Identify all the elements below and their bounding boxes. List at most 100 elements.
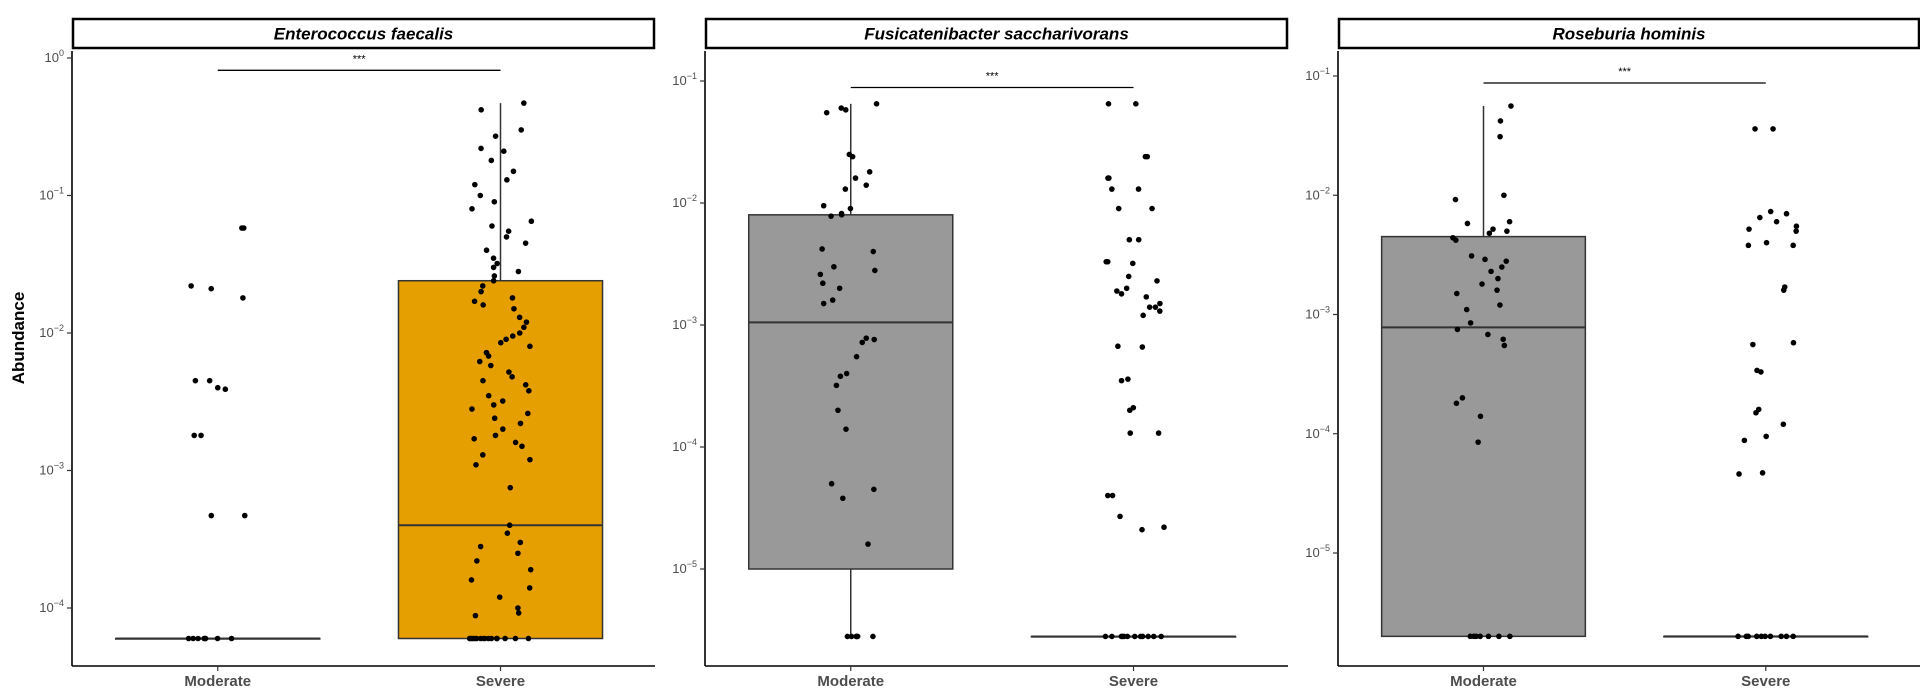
data-point [1104,492,1111,499]
data-point [1152,304,1159,310]
data-point [873,101,880,107]
data-point [500,148,507,154]
data-point [1758,633,1765,640]
data-point [1486,230,1493,237]
data-point [1124,633,1131,640]
panel-2: Fusicatenibacter saccharivorans 10−5 10−4 1… [672,17,1289,689]
y-tick-label: 10−3 [39,461,64,478]
data-point [191,432,198,439]
y-tick-label: 10−4 [39,598,64,615]
data-point [478,107,485,113]
data-point [1123,285,1130,292]
data-point [507,484,514,491]
data-point [1125,273,1132,280]
data-point [820,202,827,209]
data-point [488,635,495,642]
data-point [488,157,495,164]
data-point [1758,369,1764,375]
data-point [1746,226,1752,232]
y-tick-label: 10−1 [672,71,697,88]
data-point [1467,320,1474,326]
data-point [1135,186,1142,192]
y-tick-label: 10−1 [1305,66,1330,83]
data-point [1155,430,1162,436]
data-point [853,353,860,360]
x-tick-label-severe: Severe [476,673,525,689]
data-point [516,314,523,321]
data-point [863,182,870,188]
y-tick-label: 10−4 [1305,424,1330,441]
data-point [838,105,845,111]
data-point [1157,308,1163,314]
data-point [527,566,534,573]
data-point [512,635,519,642]
data-point [1497,302,1503,308]
data-point [1763,433,1769,440]
data-point [1501,192,1507,199]
data-point [823,109,830,116]
data-point [1763,239,1770,246]
data-point [503,336,509,343]
y-tick-label: 10−2 [672,193,697,210]
data-point [1490,226,1496,232]
data-point [477,635,484,642]
data-point [1793,228,1799,234]
data-point [509,374,515,380]
data-point [1109,633,1115,640]
data-point [847,205,854,212]
data-point [820,300,827,307]
data-point [1507,633,1513,640]
data-point [865,541,871,547]
data-point [1454,326,1461,333]
data-point [1109,492,1116,499]
data-point [485,353,492,359]
x-tick-label-moderate: Moderate [184,673,251,689]
data-point [1497,118,1504,124]
data-point [478,145,484,152]
data-point [188,283,194,289]
y-tick-label: 10−1 [39,186,64,203]
data-point [512,439,519,446]
data-point [1125,376,1131,382]
data-point [490,277,497,284]
data-point [1780,421,1787,428]
x-tick-label-severe: Severe [1109,673,1158,689]
data-point [202,635,209,642]
data-point [510,168,517,175]
data-point [519,443,525,450]
data-point [492,432,499,439]
data-point [819,246,825,252]
y-tick-label: 10−2 [39,323,64,340]
data-point [527,343,533,350]
data-point [1778,633,1785,640]
y-tick-label: 10−3 [672,315,697,332]
data-point [222,386,229,393]
data-point [1753,409,1759,416]
data-point [854,633,861,640]
data-point [1453,237,1459,243]
data-point [1790,242,1796,249]
data-point [198,432,204,439]
data-point [469,406,475,412]
data-point [490,402,497,408]
data-point [1105,101,1112,107]
data-point [1503,258,1510,264]
data-point [1485,633,1492,640]
data-point [842,186,849,192]
data-point [1145,633,1151,640]
data-point [526,585,533,591]
data-point [1119,633,1126,640]
data-point [835,407,841,414]
data-point [1743,633,1750,640]
data-point [206,377,213,384]
data-point [840,495,846,502]
facet-strip [71,17,656,50]
data-point [1770,126,1776,132]
significance-label: *** [986,71,1000,83]
data-point [492,133,499,139]
facet-title: Fusicatenibacter saccharivorans [864,25,1129,44]
data-point [480,452,486,458]
data-point [504,530,511,536]
data-point [499,398,506,404]
